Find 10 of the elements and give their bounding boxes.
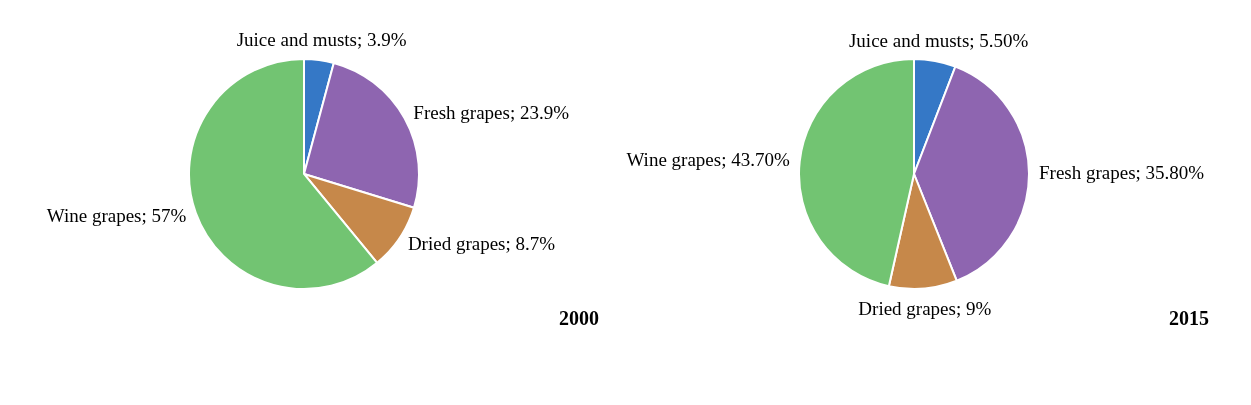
text: 2015: [1169, 307, 1209, 329]
slice-label: Dried grapes; 8.7%: [407, 232, 556, 254]
slice-label: Fresh grapes; 35.80%: [1039, 162, 1205, 184]
slice-label: Juice and musts; 5.50%: [848, 30, 1029, 52]
slice-label: Dried grapes; 9%: [858, 297, 992, 319]
slice-label: Juice and musts; 3.9%: [236, 29, 407, 51]
slice-label: Wine grapes; 43.70%: [626, 149, 790, 171]
text: 2000: [559, 307, 599, 329]
slice-label: Wine grapes; 57%: [46, 205, 187, 227]
slice-label: Fresh grapes; 23.9%: [413, 102, 570, 124]
